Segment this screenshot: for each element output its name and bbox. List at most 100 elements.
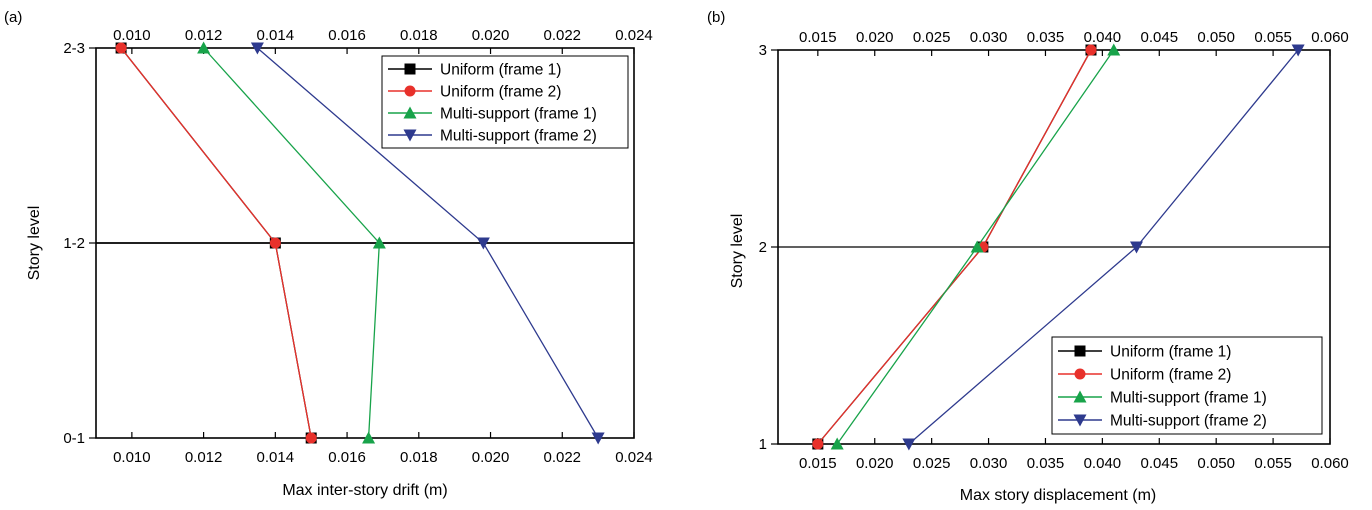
panel-a-legend-swatch-marker (404, 85, 416, 97)
panel-a-tag: (a) (4, 9, 22, 26)
panel-a-legend-item-multi-support-frame-1: Multi-support (frame 1) (388, 106, 597, 123)
panel-a-point-multi-support-frame-1-0 (362, 431, 376, 444)
panel-b-xtick-top-label: 0.060 (1311, 29, 1349, 46)
panel-b-xtick-top-label: 0.025 (913, 29, 951, 46)
panel-b-point-multi-support-frame-2-2 (1291, 44, 1305, 57)
panel-b-ytick-label: 3 (759, 42, 767, 59)
panel-b-series-multi-support-frame-1 (830, 43, 1121, 450)
panel-b-xtick-top-label: 0.055 (1254, 29, 1292, 46)
panel-b-point-multi-support-frame-1-0 (830, 437, 844, 450)
panel-b: (b) 0.015 0.020 0.025 0.030 0.035 0.040 0.045 0… (707, 9, 1349, 504)
panel-b-xtick-bottom-label: 0.020 (856, 455, 894, 472)
panel-a-xtick-top-label: 0.016 (328, 27, 366, 44)
panel-a-xtick-bottom-label: 0.012 (185, 449, 223, 466)
panel-b-xtick-top-label: 0.050 (1197, 29, 1235, 46)
panel-b-tag: (b) (707, 9, 725, 26)
panel-a-xtick-bottom-label: 0.018 (400, 449, 438, 466)
panel-a-xtick-bottom-label: 0.010 (113, 449, 151, 466)
panel-b-ylabel: Story level (729, 214, 746, 289)
panel-b-legend-label: Uniform (frame 1) (1110, 344, 1231, 361)
panel-a-legend-label: Uniform (frame 2) (440, 84, 561, 101)
panel-a-xtick-bottom-label: 0.014 (257, 449, 295, 466)
panel-b-legend-swatch-marker (1073, 390, 1087, 403)
panel-b-xlabel: Max story displacement (m) (960, 487, 1157, 504)
panel-b-legend-box (1051, 336, 1323, 435)
panel-b-xtick-bottom-label: 0.045 (1141, 455, 1179, 472)
panel-a-point-multi-support-frame-1-2 (197, 41, 211, 54)
panel-b-legend-swatch-marker (1073, 414, 1087, 427)
panel-b-xtick-top-label: 0.015 (799, 29, 837, 46)
panel-a-xtick-top-label: 0.024 (615, 27, 653, 44)
panel-a-point-uniform-frame-2-0 (305, 432, 317, 444)
panel-a-point-uniform-frame-2-2 (115, 42, 127, 54)
panel-a-xtick-bottom-label: 0.016 (328, 449, 366, 466)
panel-b-ytick-label: 2 (759, 239, 767, 256)
panel-b-xtick-bottom-label: 0.060 (1311, 455, 1349, 472)
panel-a-legend-swatch-marker (404, 63, 416, 75)
panel-a-legend-label: Multi-support (frame 1) (440, 106, 597, 123)
panel-a-ytick-label: 2-3 (63, 40, 85, 57)
panel-b-legend-swatch-marker (1074, 345, 1086, 357)
panel-a-xtick-top-label: 0.022 (543, 27, 581, 44)
panel-b-xtick-bottom-label: 0.025 (913, 455, 951, 472)
panel-a-xtick-top-label: 0.018 (400, 27, 438, 44)
panel-b-point-multi-support-frame-1-1 (970, 240, 984, 253)
panel-b-xtick-bottom-label: 0.040 (1084, 455, 1122, 472)
panel-a-legend: Uniform (frame 1) Uniform (frame 2) Multi-… (381, 55, 629, 149)
panel-a-xtick-top-label: 0.020 (472, 27, 510, 44)
panel-a-legend-item-uniform-frame-1: Uniform (frame 1) (388, 62, 561, 79)
panel-b-xtick-bottom-label: 0.015 (799, 455, 837, 472)
panel-b-xtick-top-label: 0.020 (856, 29, 894, 46)
panel-b-xtick-top-label: 0.030 (970, 29, 1008, 46)
panel-a-legend-box (381, 55, 629, 149)
panel-a-xtick-top-label: 0.010 (113, 27, 151, 44)
panel-a-point-multi-support-frame-1-1 (372, 236, 386, 249)
panel-a-series-uniform-frame-2 (115, 42, 317, 444)
panel-b-legend-item-uniform-frame-1: Uniform (frame 1) (1058, 344, 1231, 361)
panel-a-legend-item-multi-support-frame-2: Multi-support (frame 2) (388, 128, 597, 145)
panel-b-series-multi-support-frame-2 (902, 44, 1305, 451)
panel-b-xtick-bottom-label: 0.050 (1197, 455, 1235, 472)
panel-a: (a) 0.010 0.012 0.014 0.016 0.018 0.020 0.022 0… (4, 9, 653, 499)
panel-a-xlabel: Max inter-story drift (m) (282, 482, 447, 499)
panel-a-legend-item-uniform-frame-2: Uniform (frame 2) (388, 84, 561, 101)
panel-b-point-uniform-frame-2-0 (812, 438, 824, 450)
panel-a-point-multi-support-frame-2-0 (591, 432, 605, 445)
panel-b-legend-label: Multi-support (frame 1) (1110, 390, 1267, 407)
panel-a-point-multi-support-frame-2-1 (476, 237, 490, 250)
panel-a-series-multi-support-frame-2 (250, 42, 605, 445)
panel-b-xtick-top-label: 0.035 (1027, 29, 1065, 46)
panel-a-ytick-label: 0-1 (63, 430, 85, 447)
panel-a-xtick-bottom-label: 0.022 (543, 449, 581, 466)
panel-a-legend-swatch-marker (403, 129, 417, 142)
panel-a-xtick-bottom-label: 0.024 (615, 449, 653, 466)
panel-b-point-multi-support-frame-2-0 (902, 438, 916, 451)
panel-b-legend-item-multi-support-frame-1: Multi-support (frame 1) (1058, 390, 1267, 407)
panel-b-legend-label: Multi-support (frame 2) (1110, 413, 1267, 430)
panel-b-legend-label: Uniform (frame 2) (1110, 367, 1231, 384)
panel-b-legend-swatch-marker (1074, 368, 1086, 380)
panel-b-point-uniform-frame-2-2 (1085, 44, 1097, 56)
panel-b-point-multi-support-frame-1-2 (1107, 43, 1121, 56)
panel-a-legend-label: Multi-support (frame 2) (440, 128, 597, 145)
panel-a-ytick-label: 1-2 (63, 235, 85, 252)
panel-a-xtick-top-label: 0.014 (257, 27, 295, 44)
panel-a-xtick-bottom-label: 0.020 (472, 449, 510, 466)
panel-a-ylabel: Story level (26, 206, 43, 281)
panel-a-point-uniform-frame-2-1 (269, 237, 281, 249)
panel-a-legend-label: Uniform (frame 1) (440, 62, 561, 79)
panel-b-ytick-label: 1 (759, 436, 767, 453)
panel-b-xtick-top-label: 0.045 (1141, 29, 1179, 46)
panel-b-xtick-bottom-label: 0.035 (1027, 455, 1065, 472)
panel-a-legend-swatch-marker (403, 106, 417, 119)
panel-b-legend-item-multi-support-frame-2: Multi-support (frame 2) (1058, 413, 1267, 430)
panel-a-xtick-top-label: 0.012 (185, 27, 223, 44)
panel-b-xtick-bottom-label: 0.055 (1254, 455, 1292, 472)
panel-b-legend-item-uniform-frame-2: Uniform (frame 2) (1058, 367, 1231, 384)
panel-a-series-multi-support-frame-1 (197, 41, 386, 444)
panel-b-xtick-bottom-label: 0.030 (970, 455, 1008, 472)
panel-b-xtick-top-label: 0.040 (1084, 29, 1122, 46)
panel-b-legend: Uniform (frame 1) Uniform (frame 2) Multi-… (1051, 336, 1323, 435)
panel-b-point-multi-support-frame-2-1 (1130, 241, 1144, 254)
